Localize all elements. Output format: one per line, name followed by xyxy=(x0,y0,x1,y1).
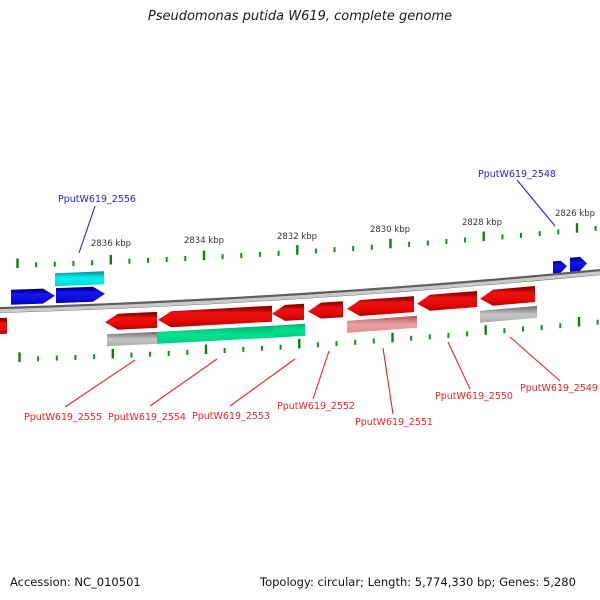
gene-PputW619_2550[interactable] xyxy=(417,291,477,311)
gene-label-PputW619_2555[interactable]: PputW619_2555 xyxy=(24,412,102,423)
callout-line xyxy=(229,358,296,407)
callout-line xyxy=(149,358,218,407)
gene-label-PputW619_2548[interactable]: PputW619_2548 xyxy=(478,169,556,180)
topology-text: Topology: circular; Length: 5,774,330 bp… xyxy=(260,575,576,589)
gene-forward-left[interactable] xyxy=(11,288,55,305)
gene-forward-small[interactable] xyxy=(553,260,567,274)
scale-label: 2836 kbp xyxy=(91,239,131,249)
callout-line xyxy=(447,341,471,390)
gene-PputW619_2551[interactable] xyxy=(347,296,414,316)
callout-line xyxy=(64,359,136,408)
gene-PputW619_2556[interactable] xyxy=(56,286,105,304)
backbone xyxy=(0,268,600,313)
figure-title: Pseudomonas putida W619, complete genome xyxy=(147,9,453,24)
callout-line xyxy=(78,205,96,254)
highlight-PputW619_2556[interactable] xyxy=(55,271,104,287)
gene-label-PputW619_2553[interactable]: PputW619_2553 xyxy=(192,411,270,422)
callout-line xyxy=(382,347,394,415)
gene-PputW619_2552[interactable] xyxy=(308,301,343,319)
lower-ruler xyxy=(18,317,599,362)
scale-label: 2834 kbp xyxy=(184,236,224,246)
band-gray-under-2555[interactable] xyxy=(107,331,157,347)
callout-line xyxy=(312,350,330,400)
callout-line xyxy=(516,179,556,227)
upper-ruler xyxy=(16,223,597,268)
scale-label: 2830 kbp xyxy=(370,225,410,235)
status-bar: Accession: NC_010501 Topology: circular;… xyxy=(0,570,600,600)
scale-label: 2826 kbp xyxy=(555,209,595,219)
gene-label-PputW619_2550[interactable]: PputW619_2550 xyxy=(435,391,513,402)
gene-PputW619_2555[interactable] xyxy=(105,311,157,330)
scale-label: 2828 kbp xyxy=(462,218,502,228)
callout-line xyxy=(509,336,561,382)
gene-PputW619_2549[interactable] xyxy=(480,286,535,306)
gene-label-PputW619_2552[interactable]: PputW619_2552 xyxy=(277,401,355,412)
gene-PputW619_2553[interactable] xyxy=(272,303,304,321)
gene-label-PputW619_2556[interactable]: PputW619_2556 xyxy=(58,194,136,205)
band-green-under-2554[interactable] xyxy=(157,325,273,344)
accession-text: Accession: NC_010501 xyxy=(10,575,141,589)
genes-layer xyxy=(0,256,587,347)
scale-label: 2832 kbp xyxy=(277,232,317,242)
gene-label-PputW619_2554[interactable]: PputW619_2554 xyxy=(108,412,186,423)
gene-PputW619_2548[interactable] xyxy=(570,256,587,272)
gene-PputW619_2554[interactable] xyxy=(158,305,272,328)
callouts-layer: PputW619_2556 PputW619_2548 PputW619_2555 P… xyxy=(24,169,598,428)
gene-partial-left-edge[interactable] xyxy=(0,317,7,334)
gene-label-PputW619_2549[interactable]: PputW619_2549 xyxy=(520,383,598,394)
scale-labels: 2836 kbp 2834 kbp 2832 kbp 2830 kbp 2828 kbp… xyxy=(91,209,595,249)
band-pink-under-2551[interactable] xyxy=(347,315,417,333)
band-gray-under-2549[interactable] xyxy=(480,305,537,323)
band-green-under-2553[interactable] xyxy=(273,323,305,338)
gene-label-PputW619_2551[interactable]: PputW619_2551 xyxy=(355,417,433,428)
